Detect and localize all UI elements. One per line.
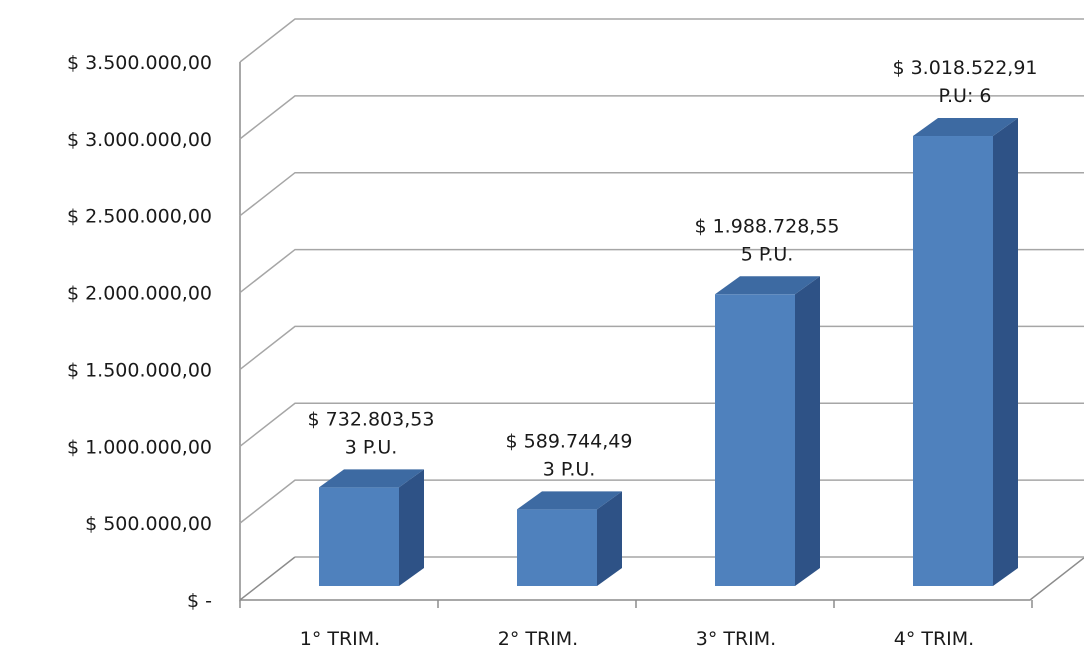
y-axis-tick-labels: $ - $ 500.000,00 $ 1.000.000,00 $ 1.500.000… <box>67 52 212 612</box>
bar-top <box>319 469 424 488</box>
gridline <box>239 402 1084 447</box>
gridline <box>239 95 1084 140</box>
bar-side <box>795 276 820 586</box>
bar-top <box>715 276 820 295</box>
bar-front <box>517 509 597 586</box>
y-tick-label: $ 2.500.000,00 <box>67 206 212 228</box>
x-category-label: 3° TRIM. <box>696 628 776 650</box>
gridline <box>239 171 1084 217</box>
x-axis-category-labels: 1° TRIM. 2° TRIM. 3° TRIM. 4° TRIM. <box>300 628 974 650</box>
back-wall-edge <box>239 62 296 602</box>
bar-front <box>715 294 795 586</box>
data-label-note: 3 P.U. <box>345 436 398 458</box>
data-labels: $ 732.803,53 3 P.U. $ 589.744,49 3 P.U. $ 1.… <box>308 57 1038 480</box>
bar <box>517 491 622 586</box>
y-tick-label: $ 1.000.000,00 <box>67 436 212 458</box>
y-tick-label: $ 2.000.000,00 <box>67 283 212 305</box>
bar <box>913 118 1018 587</box>
bar-side <box>597 491 622 586</box>
bar-side <box>399 469 424 586</box>
bar-side <box>993 118 1018 586</box>
data-label-note: P.U: 6 <box>939 85 992 107</box>
bar <box>715 276 820 586</box>
y-tick-label: $ 3.000.000,00 <box>67 129 212 151</box>
bar-front <box>913 136 993 587</box>
x-category-label: 4° TRIM. <box>894 628 974 650</box>
y-tick-label: $ - <box>187 590 212 612</box>
y-tick-label: $ 1.500.000,00 <box>67 359 212 381</box>
y-tick-label: $ 3.500.000,00 <box>67 52 212 74</box>
gridline <box>239 18 1084 63</box>
data-label-value: $ 732.803,53 <box>308 408 435 430</box>
data-label-value: $ 1.988.728,55 <box>694 215 839 237</box>
bar-front <box>319 487 399 586</box>
y-tick-label: $ 500.000,00 <box>85 513 212 535</box>
bar-top <box>517 491 622 510</box>
data-label-value: $ 589.744,49 <box>506 430 633 452</box>
floor-front-edge <box>240 556 1084 601</box>
data-label-value: $ 3.018.522,91 <box>892 57 1037 79</box>
data-label-note: 5 P.U. <box>741 243 794 265</box>
bar <box>319 469 424 586</box>
bar-top <box>913 118 1018 137</box>
bars <box>319 118 1018 587</box>
data-label-note: 3 P.U. <box>543 458 596 480</box>
x-category-label: 1° TRIM. <box>300 628 380 650</box>
gridline <box>239 248 1084 294</box>
gridline <box>239 479 1084 524</box>
x-category-label: 2° TRIM. <box>498 628 578 650</box>
gridline <box>239 325 1084 371</box>
